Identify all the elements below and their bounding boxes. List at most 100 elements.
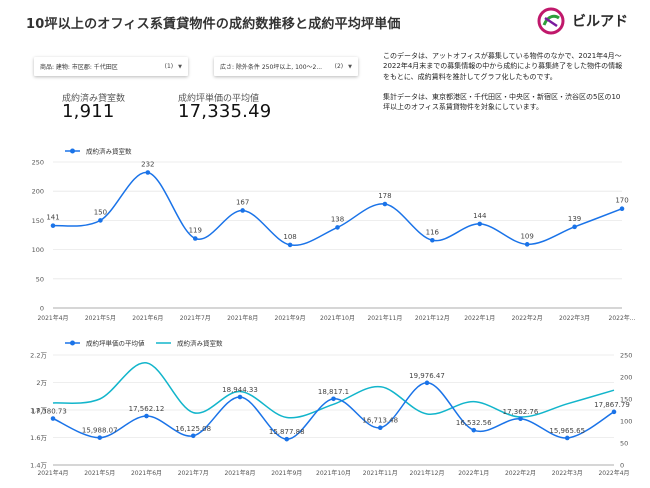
kpi-avg-price-label: 成約坪単価の平均値 (178, 94, 260, 104)
x-tick-label: 2021年6月 (132, 314, 163, 322)
y-right-tick-label: 250 (620, 352, 632, 360)
x-tick-label: 2022年3月 (552, 469, 583, 477)
logo-mark-icon (537, 7, 565, 35)
data-point (572, 224, 577, 230)
kpi-rooms-value: 1,911 (62, 101, 115, 122)
y-tick-label: 100 (32, 246, 44, 254)
x-tick-label: 2021年4月 (37, 469, 68, 477)
data-label: 138 (331, 215, 344, 223)
data-label: 19,976.47 (409, 372, 445, 380)
data-point (564, 435, 570, 441)
y-tick-label: 50 (36, 275, 44, 283)
x-tick-label: 2022年1月 (458, 469, 489, 477)
data-label: 119 (189, 227, 202, 235)
data-label: 17,867.79 (594, 401, 630, 409)
legend-label-rooms: 成約済み貸室数 (177, 339, 223, 348)
data-point (477, 221, 483, 227)
data-point (284, 436, 290, 442)
x-tick-label: 2021年4月 (37, 314, 68, 322)
data-label: 17,380.73 (31, 408, 67, 416)
x-tick-label: 2022年4月 (598, 469, 629, 477)
y-right-tick-label: 100 (620, 418, 632, 426)
filter-size-dropdown[interactable]: 広さ: 除外条件 250坪以上, 100～2... (2) ▼ (214, 57, 358, 76)
data-label: 16,532.56 (456, 419, 492, 427)
y-right-tick-label: 0 (620, 462, 624, 470)
chevron-down-icon: ▼ (178, 63, 182, 70)
data-point (192, 236, 198, 241)
data-label: 139 (568, 215, 581, 223)
x-tick-label: 2021年6月 (131, 469, 162, 477)
filter-area-label: 商品: 建物: 市区郡: 千代田区 (40, 64, 118, 71)
data-label: 18,944.33 (222, 386, 258, 394)
page-title: 10坪以上のオフィス系賃貸物件の成約数推移と成約平均坪単価 (26, 17, 401, 32)
filter-size-label: 広さ: 除外条件 250坪以上, 100～2... (220, 64, 323, 71)
x-tick-label: 2022年2月 (512, 314, 543, 322)
data-point (240, 208, 245, 213)
x-tick-label: 2021年11月 (367, 314, 402, 322)
data-point (98, 218, 103, 223)
x-tick-label: 2021年8月 (224, 469, 255, 477)
data-point (430, 237, 435, 243)
legend-label-price: 成約坪単価の平均値 (86, 339, 145, 348)
x-tick-label: 2021年9月 (271, 469, 302, 477)
filter-area-dropdown[interactable]: 商品: 建物: 市区郡: 千代田区 (1) ▼ (34, 57, 188, 76)
data-label: 167 (236, 198, 249, 206)
data-label: 108 (283, 233, 296, 241)
series-line-rooms (52, 171, 623, 247)
x-tick-label: 2022年2月 (505, 469, 536, 477)
x-tick-label: 2021年5月 (85, 314, 116, 322)
rooms-line-chart: 0 50 100 150 200 250 2021年4月 2021年5月 2021年6月 2021… (32, 147, 636, 323)
data-label: 16,713.48 (362, 417, 398, 425)
data-point (471, 427, 477, 433)
x-tick-label: 2021年5月 (84, 469, 115, 477)
x-tick-label: 2021年8月 (227, 314, 258, 322)
data-point (382, 201, 388, 207)
y-tick-label: 250 (32, 159, 44, 167)
y-right-tick-label: 200 (620, 374, 632, 382)
y-left-tick-label: 1.8万 (30, 407, 47, 415)
y-left-tick-label: 1.6万 (30, 434, 47, 442)
y-left-tick-label: 2万 (36, 379, 47, 387)
kpi-avg-price-value: 17,335.49 (178, 101, 272, 122)
data-point (190, 433, 196, 439)
y-tick-label: 150 (32, 217, 44, 225)
legend-marker-price (70, 340, 75, 346)
x-tick-label: 2022年... (609, 314, 636, 322)
logo-text: ビルアド (572, 14, 628, 30)
data-point (619, 206, 625, 212)
x-tick-label: 2021年7月 (180, 314, 211, 322)
logo (537, 7, 565, 35)
x-tick-label: 2021年7月 (178, 469, 209, 477)
x-tick-label: 2021年12月 (415, 314, 450, 322)
data-label: 141 (46, 214, 59, 222)
x-tick-label: 2022年3月 (559, 314, 590, 322)
legend-marker-rooms (70, 148, 75, 154)
data-label: 170 (615, 197, 628, 205)
legend-label-rooms: 成約済み貸室数 (86, 147, 132, 156)
description: このデータは、アットオフィスが募集している物件のなかで、2021年4月～2022… (383, 51, 623, 112)
data-point (237, 394, 243, 400)
data-point (287, 242, 293, 248)
chevron-down-icon: ▼ (348, 63, 352, 70)
description-paragraph-1: このデータは、アットオフィスが募集している物件のなかで、2021年4月～2022… (383, 52, 623, 81)
y-left-tick-label: 1.4万 (30, 462, 47, 470)
y-left-tick-label: 2.2万 (30, 352, 47, 360)
data-point (145, 170, 151, 175)
data-point (611, 409, 617, 415)
data-label: 116 (426, 228, 440, 236)
x-tick-label: 2022年1月 (464, 314, 495, 322)
data-label: 15,965.65 (549, 427, 585, 435)
kpi-rooms-label: 成約済み貸室数 (62, 94, 126, 104)
y-right-tick-label: 50 (620, 440, 628, 448)
data-label: 144 (473, 212, 487, 220)
data-label: 16,125.08 (175, 425, 211, 433)
x-tick-label: 2021年9月 (275, 314, 306, 322)
data-label: 17,562.12 (129, 405, 165, 413)
y-right-tick-label: 150 (620, 396, 632, 404)
data-label: 18,817.1 (318, 388, 349, 396)
data-label: 232 (141, 161, 154, 169)
data-point (331, 396, 336, 402)
data-point (50, 416, 56, 421)
data-label: 17,362.76 (503, 408, 539, 416)
data-point (424, 380, 430, 386)
